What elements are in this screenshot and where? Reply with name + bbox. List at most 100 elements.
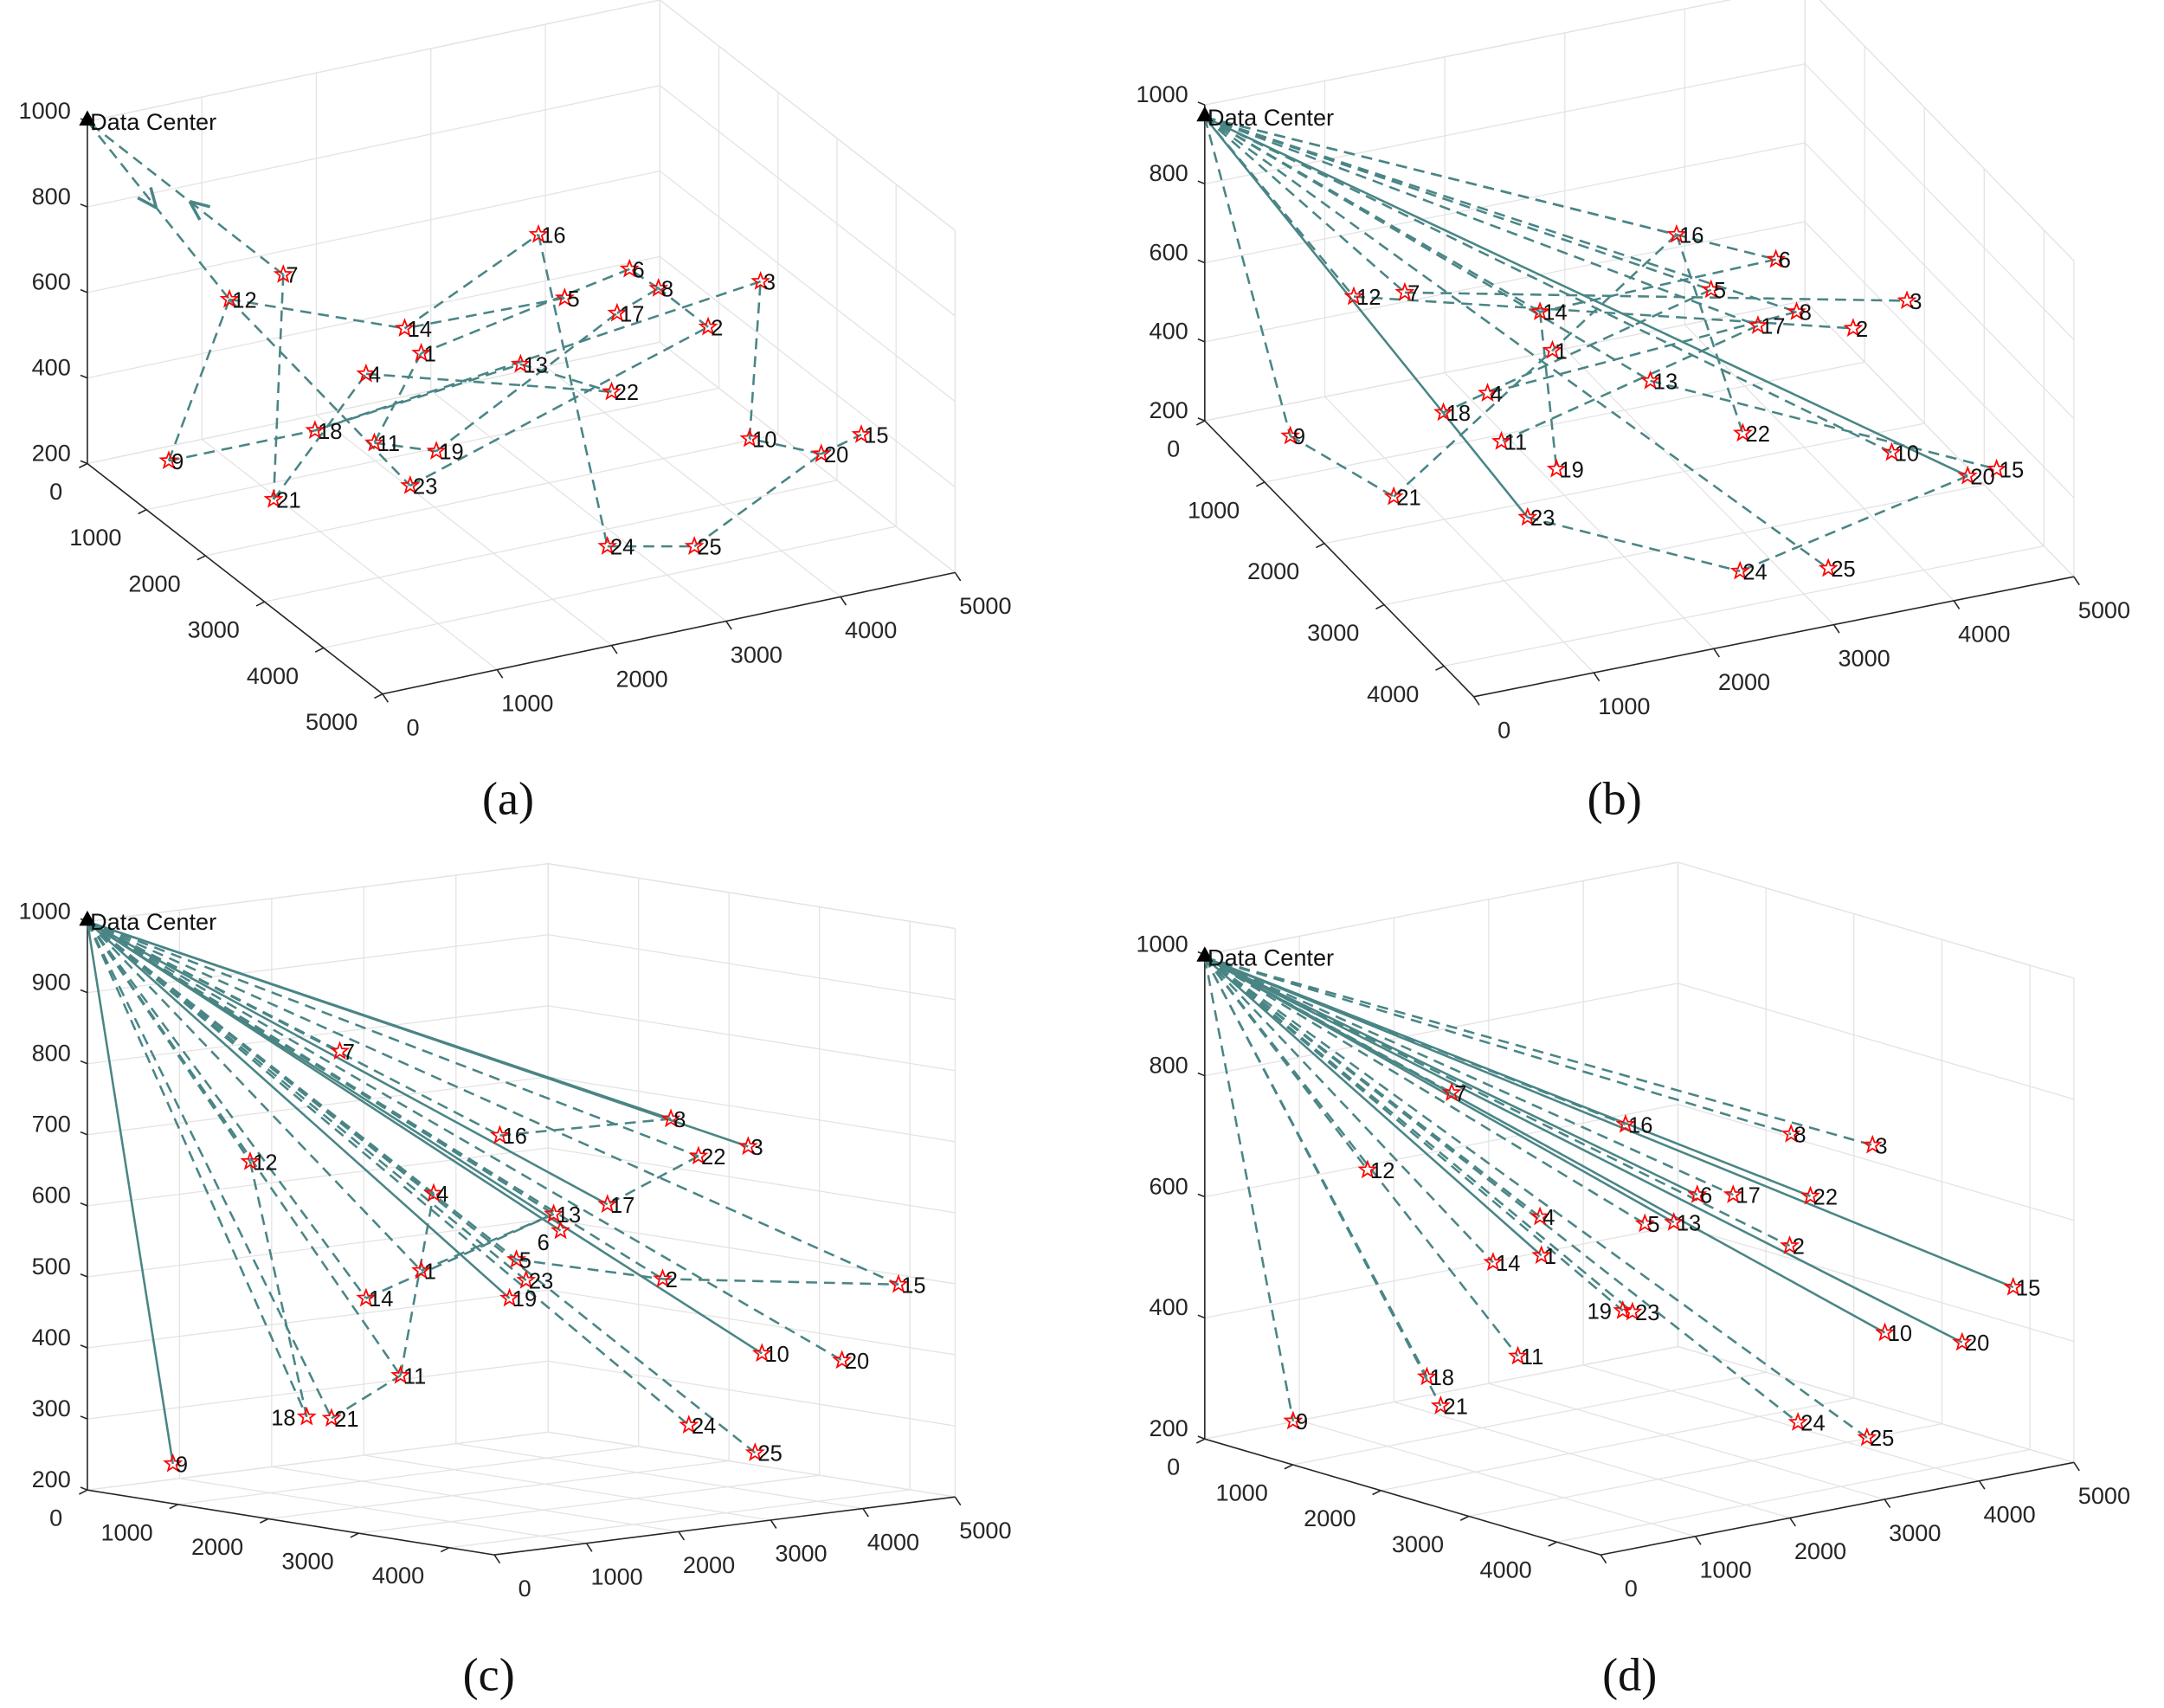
node-label: 19 bbox=[439, 441, 463, 465]
left-tick-label: 3000 bbox=[281, 1548, 333, 1575]
route-edge-6-1 bbox=[421, 267, 630, 355]
z-tick bbox=[1197, 101, 1206, 106]
node-3: 3 bbox=[737, 1136, 763, 1160]
z-tick bbox=[80, 1202, 88, 1207]
node-label: 23 bbox=[529, 1270, 553, 1294]
node-21: 21 bbox=[321, 1408, 359, 1432]
route-edge-DC-1 bbox=[1203, 957, 1542, 1257]
panel-b: 200 400 600 800 1000 0 1000 2000 3000 4000 0 1000 20… bbox=[1136, 0, 2130, 744]
route-edge-13-15 bbox=[1650, 379, 1997, 471]
caption-d: (d) bbox=[1602, 1648, 1657, 1700]
right-tick-label: 1000 bbox=[501, 689, 553, 716]
gridline-floor bbox=[267, 1460, 730, 1520]
right-tick-label: 5000 bbox=[959, 592, 1011, 619]
node-label: 3 bbox=[751, 1136, 763, 1160]
node-star-marker bbox=[1478, 383, 1498, 402]
node-label: 22 bbox=[1813, 1185, 1838, 1209]
node-4: 4 bbox=[423, 1183, 448, 1207]
right-tick bbox=[1600, 1554, 1607, 1564]
node-20: 20 bbox=[811, 443, 848, 467]
routes bbox=[86, 920, 899, 1465]
node-1: 1 bbox=[1542, 339, 1568, 364]
node-star-marker bbox=[597, 536, 618, 555]
right-tick bbox=[1978, 1480, 1986, 1490]
node-star-marker bbox=[851, 423, 872, 443]
node-star-marker bbox=[273, 264, 293, 283]
node-star-marker bbox=[1615, 1113, 1636, 1133]
right-tick-label: 0 bbox=[407, 713, 420, 740]
node-label: 5 bbox=[1714, 279, 1726, 303]
node-label: 6 bbox=[1700, 1184, 1712, 1208]
node-star-marker bbox=[653, 1268, 673, 1288]
gridline-floor bbox=[1381, 1397, 1854, 1492]
node-star-marker bbox=[1952, 1331, 1973, 1351]
node-star-marker bbox=[750, 271, 771, 290]
node-star-marker bbox=[219, 288, 240, 308]
node-star-marker bbox=[263, 488, 284, 508]
z-tick bbox=[1197, 1314, 1206, 1319]
grid bbox=[87, 0, 956, 695]
node-23: 23 bbox=[400, 475, 437, 500]
node-label: 14 bbox=[1496, 1252, 1520, 1276]
node-10: 10 bbox=[739, 428, 776, 452]
node-label: 20 bbox=[845, 1350, 869, 1374]
node-19: 19 bbox=[426, 441, 464, 465]
node-label: 4 bbox=[369, 363, 381, 387]
route-edge-DC-23 bbox=[1204, 957, 1633, 1313]
right-tick bbox=[840, 596, 847, 606]
node-star-marker bbox=[1818, 558, 1839, 577]
node-label: 8 bbox=[661, 278, 673, 302]
left-tick-label: 2000 bbox=[128, 570, 180, 596]
node-9: 9 bbox=[158, 450, 184, 474]
node-14: 14 bbox=[395, 318, 432, 342]
right-tick-label: 5000 bbox=[959, 1517, 1011, 1544]
node-label: 15 bbox=[901, 1273, 925, 1298]
route-edge-DC-12 bbox=[86, 120, 231, 300]
node-label: 1 bbox=[1555, 339, 1568, 364]
node-5: 5 bbox=[1701, 279, 1726, 303]
node-14: 14 bbox=[1530, 301, 1568, 325]
route-edge-19-17 bbox=[435, 312, 618, 453]
right-tick-label: 2000 bbox=[615, 665, 667, 692]
route-edge-16-22 bbox=[1675, 234, 1744, 434]
node-label: 9 bbox=[171, 450, 184, 474]
right-tick bbox=[2073, 1461, 2080, 1472]
route-edge-DC-23 bbox=[87, 920, 527, 1281]
box-edge bbox=[87, 863, 549, 923]
z-tick-label: 400 bbox=[1150, 1293, 1188, 1320]
z-tick bbox=[80, 1060, 88, 1065]
node-label: 15 bbox=[2016, 1276, 2040, 1300]
node-label: 11 bbox=[1521, 1345, 1543, 1370]
node-label: 17 bbox=[620, 302, 644, 326]
node-label: 15 bbox=[2000, 458, 2024, 482]
route-edge-13-22 bbox=[519, 363, 612, 393]
grid bbox=[1204, 861, 2075, 1556]
node-star-marker bbox=[516, 1269, 537, 1289]
node-label: 5 bbox=[1647, 1213, 1659, 1237]
route-edge-16-1 bbox=[1551, 233, 1678, 351]
node-star-marker bbox=[1508, 1345, 1529, 1365]
node-label: 2 bbox=[666, 1268, 678, 1292]
left-tick bbox=[196, 555, 206, 561]
node-9: 9 bbox=[1283, 1410, 1308, 1434]
node-star-marker bbox=[1343, 286, 1364, 306]
right-tick-label: 3000 bbox=[1839, 644, 1890, 671]
node-star-marker bbox=[1517, 506, 1538, 526]
route-edge-5-2 bbox=[516, 1258, 663, 1280]
node-star-marker bbox=[1383, 486, 1404, 506]
gridline-floor bbox=[316, 414, 612, 647]
node-1: 1 bbox=[1531, 1245, 1556, 1269]
left-tick-label: 3000 bbox=[188, 616, 240, 643]
z-tick-label: 600 bbox=[32, 268, 71, 295]
node-22: 22 bbox=[602, 381, 639, 405]
right-axis bbox=[382, 571, 956, 695]
node-star-marker bbox=[551, 1220, 571, 1240]
gridline-floor bbox=[430, 390, 727, 622]
z-tick-label: 900 bbox=[32, 968, 71, 995]
left-tick-label: 1000 bbox=[1216, 1479, 1268, 1505]
node-star-marker bbox=[1843, 318, 1864, 338]
left-tick bbox=[1255, 481, 1266, 487]
node-star-marker bbox=[698, 316, 718, 336]
node-label: 4 bbox=[436, 1183, 448, 1207]
gridline-floor bbox=[659, 341, 956, 573]
